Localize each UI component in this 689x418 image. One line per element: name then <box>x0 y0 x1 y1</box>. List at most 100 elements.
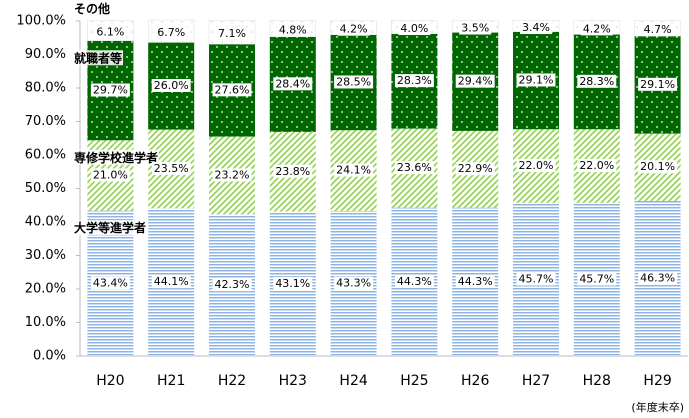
value-label-bg <box>398 22 431 36</box>
y-tick-label: 40.0% <box>25 215 66 230</box>
value-label-bg <box>90 276 130 290</box>
value-label-bg <box>212 278 252 292</box>
series-label: 大学等進学者 <box>74 220 146 235</box>
value-label-bg <box>90 83 130 97</box>
value-label-bg <box>155 26 188 40</box>
value-label-bg <box>641 23 674 37</box>
x-tick-label: H29 <box>643 373 671 389</box>
value-label-bg <box>459 21 492 35</box>
value-label: 23.2% <box>215 168 250 181</box>
value-label: 29.7% <box>93 84 128 97</box>
value-label-bg <box>516 73 556 87</box>
x-tick-label: H27 <box>522 373 550 389</box>
value-label-bg <box>273 276 313 290</box>
value-label-bg <box>516 159 556 173</box>
x-tick-label: H22 <box>218 373 246 389</box>
value-label-bg <box>273 164 313 178</box>
y-tick-label: 60.0% <box>25 148 66 163</box>
value-label-bg <box>94 25 127 39</box>
x-tick-label: H25 <box>400 373 428 389</box>
series-label-bg <box>73 50 124 66</box>
value-label-bg <box>638 77 678 91</box>
y-tick-label: 70.0% <box>25 114 66 129</box>
value-label-bg <box>394 274 434 288</box>
value-label: 22.9% <box>458 162 493 175</box>
value-label: 29.1% <box>519 73 554 86</box>
value-label-bg <box>516 272 556 286</box>
value-label-bg <box>455 74 495 88</box>
value-label-bg <box>334 75 374 89</box>
value-label-bg <box>394 161 434 175</box>
series-label-bg <box>73 0 112 16</box>
series-label: その他 <box>74 1 110 16</box>
y-tick-label: 20.0% <box>25 282 66 297</box>
value-label-bg <box>334 163 374 177</box>
value-label: 43.3% <box>336 276 371 289</box>
value-label: 43.4% <box>93 276 128 289</box>
value-label: 6.7% <box>157 26 185 39</box>
value-label: 3.4% <box>522 21 550 34</box>
value-label-bg <box>334 276 374 290</box>
value-label-bg <box>216 27 248 41</box>
value-label-bg <box>577 74 617 88</box>
y-tick-label: 100.0% <box>16 14 66 29</box>
y-tick-label: 10.0% <box>25 315 66 330</box>
series-label: 専修学校進学者 <box>74 150 158 165</box>
y-tick-label: 30.0% <box>25 248 66 263</box>
value-label: 24.1% <box>336 164 371 177</box>
value-label-bg <box>520 21 552 35</box>
x-axis-label: (年度末卒) <box>631 400 684 414</box>
value-label: 29.1% <box>640 78 675 91</box>
value-label-bg <box>580 22 613 36</box>
y-tick-label: 80.0% <box>25 81 66 96</box>
value-label-bg <box>638 160 678 174</box>
value-label: 42.3% <box>215 278 250 291</box>
value-label: 6.1% <box>96 26 124 39</box>
value-label-bg <box>212 83 252 97</box>
value-label-bg <box>273 77 313 91</box>
value-label-bg <box>577 159 617 173</box>
value-label: 46.3% <box>640 271 675 284</box>
value-label-bg <box>90 168 130 182</box>
value-label: 44.3% <box>458 275 493 288</box>
x-tick-label: H24 <box>339 373 367 389</box>
value-label-bg <box>276 23 309 37</box>
value-label: 4.7% <box>644 23 672 36</box>
value-label: 4.0% <box>400 22 428 35</box>
value-label-bg <box>337 22 370 36</box>
value-label: 23.8% <box>275 165 310 178</box>
value-label: 43.1% <box>275 277 310 290</box>
x-tick-label: H20 <box>96 373 124 389</box>
value-label: 28.3% <box>397 74 432 87</box>
x-tick-label: H21 <box>157 373 185 389</box>
value-label: 28.3% <box>579 75 614 88</box>
value-label: 23.6% <box>397 161 432 174</box>
y-tick-label: 50.0% <box>25 181 66 196</box>
value-label: 26.0% <box>154 79 189 92</box>
value-label: 21.0% <box>93 168 128 181</box>
value-label: 22.0% <box>579 159 614 172</box>
value-label: 44.3% <box>397 275 432 288</box>
value-label: 3.5% <box>461 22 489 35</box>
value-label-bg <box>151 161 191 175</box>
value-label-bg <box>577 272 617 286</box>
y-tick-label: 90.0% <box>25 47 66 62</box>
series-label: 就職者等 <box>74 50 122 65</box>
value-label-bg <box>455 274 495 288</box>
value-label: 4.8% <box>279 24 307 37</box>
value-label: 28.5% <box>336 75 371 88</box>
series-label-bg <box>73 149 160 165</box>
x-tick-label: H28 <box>583 373 611 389</box>
value-label: 45.7% <box>519 272 554 285</box>
value-label: 45.7% <box>579 272 614 285</box>
value-label: 7.1% <box>218 27 246 40</box>
value-label: 4.2% <box>340 23 368 36</box>
series-label-bg <box>73 220 148 236</box>
value-label-bg <box>212 168 252 182</box>
value-label: 28.4% <box>275 77 310 90</box>
value-label: 23.5% <box>154 162 189 175</box>
y-tick-label: 0.0% <box>33 349 66 364</box>
value-label: 20.1% <box>640 160 675 173</box>
value-label: 44.1% <box>154 275 189 288</box>
